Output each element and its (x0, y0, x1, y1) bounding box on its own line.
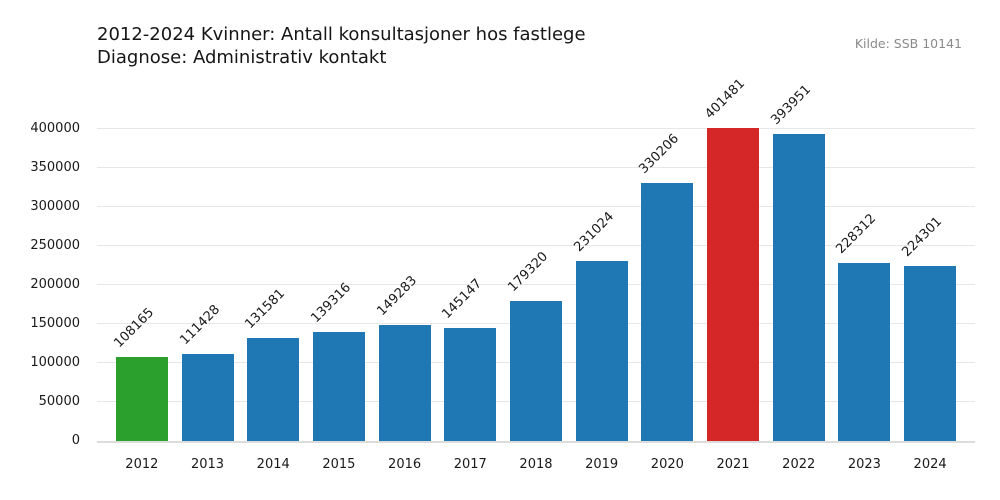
bar-group-2017: 145147 2017 (437, 129, 503, 472)
x-tick-label-2017: 2017 (453, 457, 487, 472)
bar-value-label-2018: 179320 (505, 249, 552, 296)
x-tick-label-2012: 2012 (125, 457, 159, 472)
gridline-350000 (97, 167, 975, 168)
x-tick-label-2015: 2015 (322, 457, 356, 472)
bar-2022 (772, 133, 825, 441)
chart-source-label: Kilde: SSB 10141 (854, 36, 962, 51)
bar-2021 (707, 127, 760, 441)
bar-group-2023: 228312 2023 (832, 129, 898, 472)
bar-value-label-2012: 108165 (111, 304, 157, 351)
gridline-250000 (97, 245, 975, 246)
bar-group-2021: 401481 2021 (700, 76, 766, 472)
bar-group-2016: 149283 2016 (372, 129, 438, 472)
bar-value-label-2023: 228312 (833, 211, 880, 257)
bar-2023 (838, 262, 891, 441)
bar-value-label-2013: 111428 (176, 302, 223, 349)
gridline-400000 (97, 128, 975, 129)
y-tick-label-250000: 250000 (30, 238, 80, 253)
chart-title-line-2: Diagnose: Administrativ kontakt (97, 47, 387, 68)
y-tick-label-350000: 350000 (30, 160, 80, 175)
bar-value-label-2020: 330206 (636, 131, 683, 178)
bar-2019 (575, 260, 628, 441)
bar-2012 (115, 356, 168, 441)
bar-2014 (247, 338, 300, 441)
x-tick-label-2024: 2024 (913, 457, 947, 472)
gridline-200000 (97, 284, 975, 285)
x-tick-label-2021: 2021 (716, 457, 750, 472)
bar-2018 (509, 301, 562, 441)
gridline-0 (97, 441, 975, 443)
bar-value-label-2015: 139316 (308, 280, 355, 327)
x-tick-label-2023: 2023 (847, 457, 881, 472)
bar-value-label-2022: 393951 (768, 82, 814, 128)
bar-group-2018: 179320 2018 (503, 129, 569, 472)
bar-group-2022: 393951 2022 (766, 82, 832, 472)
y-tick-label-150000: 150000 (30, 316, 80, 331)
y-tick-label-50000: 50000 (38, 394, 80, 409)
bar-group-2020: 330206 2020 (635, 129, 701, 472)
x-tick-label-2020: 2020 (650, 457, 684, 472)
y-tick-label-100000: 100000 (30, 355, 80, 370)
bar-value-label-2021: 401481 (702, 76, 749, 122)
x-tick-label-2013: 2013 (190, 457, 225, 472)
plot-area: 108165 2012 111428 2013 131581 2014 139316 2015… (97, 76, 975, 472)
y-tick-label-0: 0 (71, 433, 80, 448)
y-tick-label-300000: 300000 (30, 199, 80, 214)
bar-value-label-2019: 231024 (571, 209, 617, 255)
bar-group-2013: 111428 2013 (175, 129, 241, 472)
x-tick-label-2016: 2016 (388, 457, 422, 472)
bar-value-label-2014: 131581 (242, 286, 289, 333)
bar-value-label-2024: 224301 (899, 214, 946, 261)
y-tick-label-200000: 200000 (30, 277, 80, 292)
bar-value-label-2017: 145147 (439, 276, 486, 322)
bar-group-2024: 224301 2024 (897, 129, 963, 472)
gridline-300000 (97, 206, 975, 207)
bar-2013 (181, 354, 234, 441)
bar-2017 (444, 327, 497, 441)
x-tick-label-2018: 2018 (519, 457, 553, 472)
bar-2020 (641, 183, 694, 441)
x-tick-label-2014: 2014 (256, 457, 290, 472)
chart-title: 2012-2024 Kvinner: Antall konsultasjoner… (97, 23, 586, 69)
bar-2016 (378, 324, 431, 441)
bar-2015 (312, 332, 365, 441)
chart-title-line-1: 2012-2024 Kvinner: Antall konsultasjoner… (97, 24, 586, 45)
bar-group-2012: 108165 2012 (109, 129, 175, 472)
bar-group-2014: 131581 2014 (240, 129, 306, 472)
x-tick-label-2019: 2019 (585, 457, 619, 472)
y-tick-label-400000: 400000 (30, 121, 80, 136)
bar-2024 (904, 266, 957, 441)
x-tick-label-2022: 2022 (782, 457, 816, 472)
bar-group-2015: 139316 2015 (306, 129, 372, 472)
bar-value-label-2016: 149283 (373, 272, 420, 319)
bars-layer: 108165 2012 111428 2013 131581 2014 139316 2015… (97, 76, 975, 472)
bar-group-2019: 231024 2019 (569, 129, 635, 472)
